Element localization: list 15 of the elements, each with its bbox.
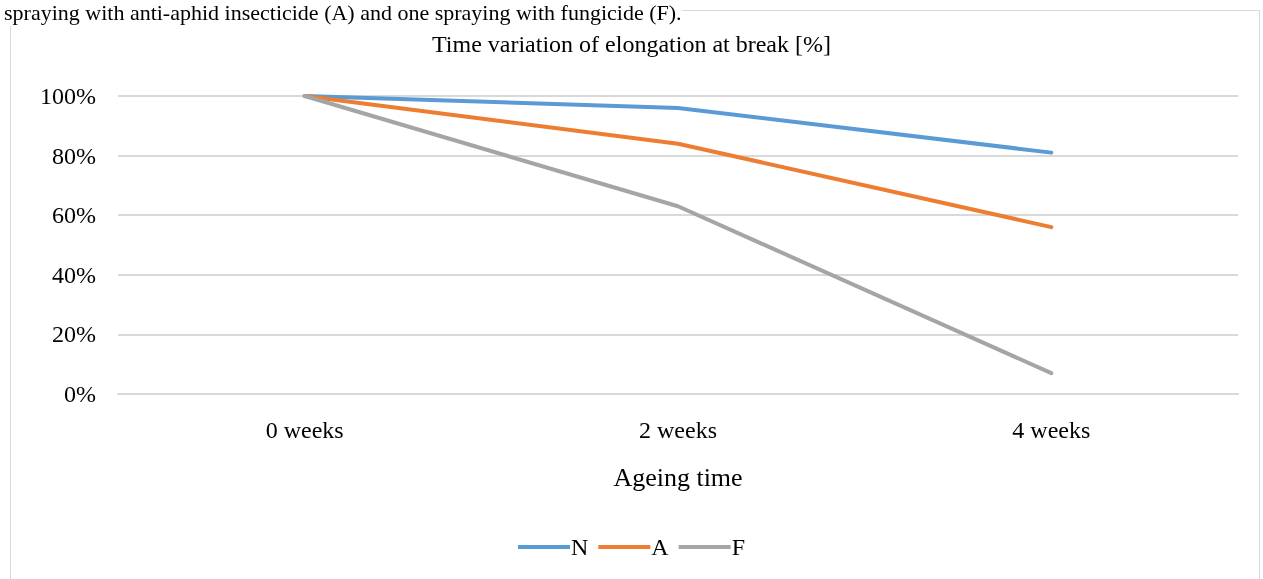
y-tick-label: 40% — [52, 261, 96, 288]
chart-title: Time variation of elongation at break [%] — [432, 31, 831, 57]
legend-label: F — [731, 534, 746, 560]
y-tick-label: 0% — [64, 381, 96, 407]
y-tick-label: 20% — [52, 321, 96, 348]
text: spraying with anti-aphid insecticide (A) and one spraying with fungicide (F). — [4, 0, 682, 26]
y-tick-label: 80% — [52, 142, 96, 169]
legend-label: N — [570, 534, 589, 560]
x-tick-label: 2 weeks — [639, 417, 717, 443]
x-tick-label: 4 weeks — [1012, 417, 1091, 443]
y-tick-label: 100% — [40, 83, 96, 109]
x-axis-title: Ageing time — [613, 462, 743, 492]
y-tick-label: 60% — [52, 202, 96, 229]
x-tick-label: 0 weeks — [265, 417, 344, 443]
legend-label: A — [651, 534, 670, 560]
